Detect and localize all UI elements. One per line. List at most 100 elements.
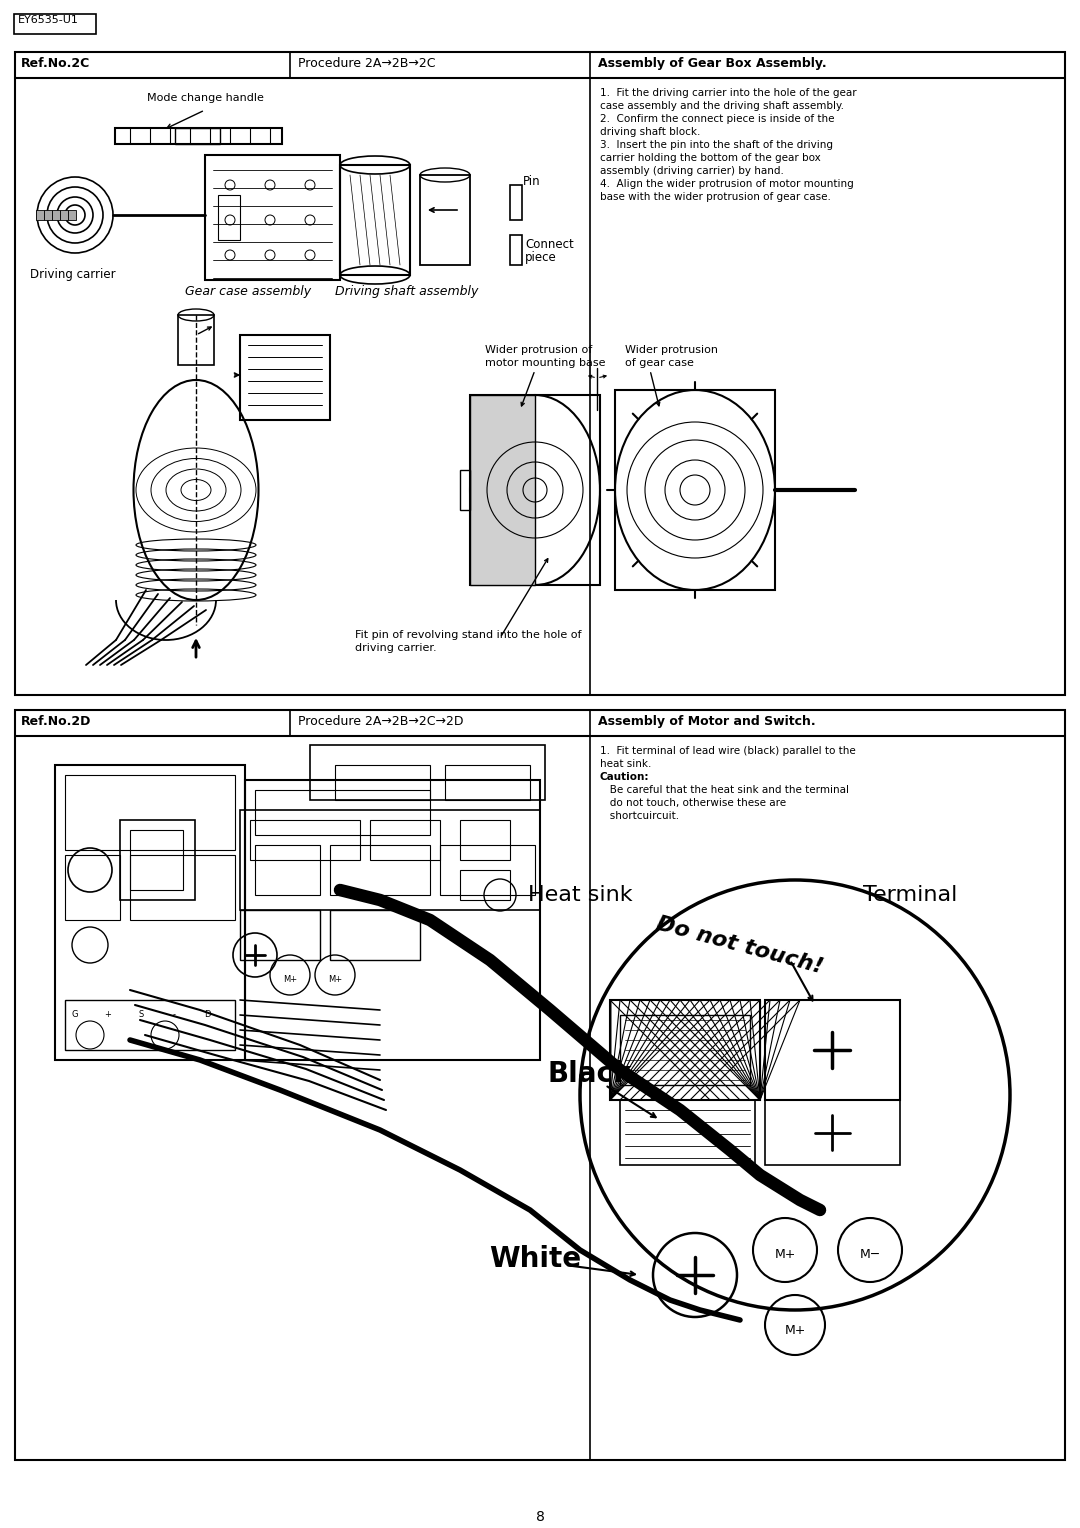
Text: Do not touch!: Do not touch!: [654, 914, 825, 976]
Text: Procedure 2A→2B→2C: Procedure 2A→2B→2C: [298, 57, 435, 70]
Bar: [510, 235, 522, 264]
Text: Fit pin of revolving stand into the hole of: Fit pin of revolving stand into the hole…: [355, 630, 581, 640]
Text: motor mounting base: motor mounting base: [485, 358, 606, 368]
Text: 4.  Align the wider protrusion of motor mounting: 4. Align the wider protrusion of motor m…: [600, 179, 854, 189]
Bar: [310, 746, 545, 801]
Bar: [620, 1100, 755, 1164]
Text: M+: M+: [774, 1248, 796, 1262]
Text: Assembly of Gear Box Assembly.: Assembly of Gear Box Assembly.: [598, 57, 826, 70]
Text: -: -: [173, 1010, 175, 1019]
Bar: [765, 999, 900, 1100]
Bar: [205, 154, 340, 280]
Text: heat sink.: heat sink.: [600, 759, 651, 769]
Bar: [130, 830, 183, 889]
Bar: [65, 856, 120, 920]
Text: case assembly and the driving shaft assembly.: case assembly and the driving shaft asse…: [600, 101, 843, 112]
Text: EY6535-U1: EY6535-U1: [18, 15, 79, 24]
Bar: [15, 52, 1065, 695]
Text: D: D: [204, 1010, 211, 1019]
Bar: [178, 315, 214, 365]
Bar: [65, 775, 235, 850]
Text: M−: M−: [860, 1248, 880, 1262]
Text: piece: piece: [525, 251, 557, 264]
Bar: [460, 471, 470, 510]
Text: 8: 8: [536, 1510, 544, 1523]
Bar: [245, 779, 540, 1060]
Bar: [420, 176, 470, 264]
Bar: [615, 390, 775, 590]
Text: shortcuircuit.: shortcuircuit.: [600, 811, 679, 821]
Text: Driving shaft assembly: Driving shaft assembly: [335, 286, 478, 298]
Bar: [470, 396, 535, 585]
Bar: [765, 1100, 900, 1164]
Bar: [330, 911, 420, 960]
Bar: [175, 128, 220, 144]
Bar: [120, 821, 195, 900]
Text: White: White: [489, 1245, 581, 1273]
Bar: [440, 845, 535, 895]
Bar: [218, 196, 240, 240]
Bar: [330, 845, 430, 895]
Text: Heat sink: Heat sink: [528, 885, 632, 905]
Text: driving shaft block.: driving shaft block.: [600, 127, 700, 138]
Text: Driving carrier: Driving carrier: [30, 267, 116, 281]
Bar: [370, 821, 440, 860]
Bar: [52, 209, 60, 220]
Text: Ref.No.2D: Ref.No.2D: [21, 715, 92, 727]
Text: M+: M+: [328, 975, 342, 984]
Text: Be careful that the heat sink and the terminal: Be careful that the heat sink and the te…: [600, 785, 849, 795]
Bar: [65, 999, 235, 1050]
Bar: [36, 209, 44, 220]
Bar: [60, 209, 68, 220]
Bar: [44, 209, 52, 220]
Bar: [68, 209, 76, 220]
Text: 1.  Fit the driving carrier into the hole of the gear: 1. Fit the driving carrier into the hole…: [600, 89, 856, 98]
Bar: [510, 185, 522, 220]
Bar: [255, 845, 320, 895]
Text: Gear case assembly: Gear case assembly: [185, 286, 311, 298]
Text: +: +: [105, 1010, 111, 1019]
Bar: [335, 766, 430, 801]
Bar: [55, 766, 245, 1060]
Bar: [340, 165, 410, 275]
Bar: [15, 711, 1065, 1459]
Text: G: G: [71, 1010, 78, 1019]
Text: Wider protrusion of: Wider protrusion of: [485, 345, 592, 354]
Bar: [240, 911, 320, 960]
Text: Caution:: Caution:: [600, 772, 649, 782]
Text: Terminal: Terminal: [863, 885, 957, 905]
Bar: [620, 1015, 750, 1085]
Text: S: S: [138, 1010, 144, 1019]
Bar: [130, 856, 235, 920]
Text: of gear case: of gear case: [625, 358, 693, 368]
Text: Pin: Pin: [523, 176, 541, 188]
Bar: [114, 128, 282, 144]
Text: carrier holding the bottom of the gear box: carrier holding the bottom of the gear b…: [600, 153, 821, 163]
Text: M+: M+: [283, 975, 297, 984]
Text: Procedure 2A→2B→2C→2D: Procedure 2A→2B→2C→2D: [298, 715, 463, 727]
Bar: [610, 999, 760, 1100]
Text: Wider protrusion: Wider protrusion: [625, 345, 718, 354]
Text: Mode change handle: Mode change handle: [147, 93, 264, 102]
Text: do not touch, otherwise these are: do not touch, otherwise these are: [600, 798, 786, 808]
Bar: [470, 396, 600, 585]
Text: Black: Black: [548, 1060, 632, 1088]
Bar: [445, 766, 530, 801]
Bar: [14, 14, 96, 34]
Text: 2.  Confirm the connect piece is inside of the: 2. Confirm the connect piece is inside o…: [600, 115, 835, 124]
Bar: [240, 335, 330, 420]
Text: 3.  Insert the pin into the shaft of the driving: 3. Insert the pin into the shaft of the …: [600, 141, 833, 150]
Bar: [240, 810, 540, 911]
Text: Ref.No.2C: Ref.No.2C: [21, 57, 91, 70]
Text: M+: M+: [784, 1323, 806, 1337]
Bar: [249, 821, 360, 860]
Bar: [255, 790, 430, 834]
Text: Connect: Connect: [525, 238, 573, 251]
Text: Assembly of Motor and Switch.: Assembly of Motor and Switch.: [598, 715, 815, 727]
Bar: [460, 869, 510, 900]
Text: base with the wider protrusion of gear case.: base with the wider protrusion of gear c…: [600, 193, 831, 202]
Bar: [460, 821, 510, 860]
Text: driving carrier.: driving carrier.: [355, 643, 436, 652]
Text: assembly (driving carrier) by hand.: assembly (driving carrier) by hand.: [600, 167, 784, 176]
Text: 1.  Fit terminal of lead wire (black) parallel to the: 1. Fit terminal of lead wire (black) par…: [600, 746, 855, 756]
